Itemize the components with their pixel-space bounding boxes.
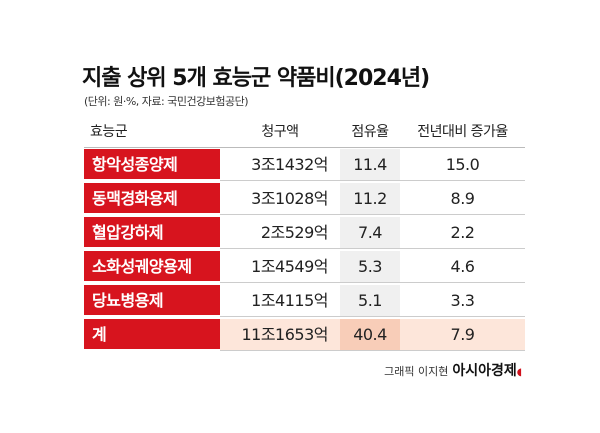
title: 지출 상위 5개 효능군 약품비(2024년) bbox=[82, 66, 430, 91]
cell: 5.1 bbox=[340, 285, 400, 317]
cell: 4.6 bbox=[400, 251, 525, 283]
row-label: 항악성종양제 bbox=[84, 149, 220, 181]
column-header: 전년대비 증가율 bbox=[400, 116, 525, 148]
cell: 15.0 bbox=[400, 149, 525, 181]
total-cell: 7.9 bbox=[400, 319, 525, 351]
row-label: 소화성궤양용제 bbox=[84, 251, 220, 283]
cell: 2조529억 bbox=[220, 217, 340, 249]
cell: 3조1432억 bbox=[220, 149, 340, 181]
cell: 2.2 bbox=[400, 217, 525, 249]
cell: 11.4 bbox=[340, 149, 400, 181]
row-label: 당뇨병용제 bbox=[84, 285, 220, 317]
total-cell: 40.4 bbox=[340, 319, 400, 351]
cell: 3.3 bbox=[400, 285, 525, 317]
row-label: 혈압강하제 bbox=[84, 217, 220, 249]
column-header: 효능군 bbox=[84, 116, 220, 148]
logo-mark: ◖ bbox=[516, 367, 522, 378]
cell: 7.4 bbox=[340, 217, 400, 249]
column-header: 점유율 bbox=[340, 116, 400, 148]
total-cell: 11조1653억 bbox=[220, 319, 340, 351]
total-label: 계 bbox=[84, 319, 220, 351]
cell: 8.9 bbox=[400, 183, 525, 215]
graphic-credit: 그래픽 이지현 bbox=[384, 365, 449, 378]
cell: 3조1028억 bbox=[220, 183, 340, 215]
cell: 1조4549억 bbox=[220, 251, 340, 283]
subtitle: (단위: 원·%, 자료: 국민건강보험공단) bbox=[84, 95, 249, 108]
source-logo: 아시아경제 bbox=[452, 363, 517, 379]
cell: 11.2 bbox=[340, 183, 400, 215]
column-header: 청구액 bbox=[220, 116, 340, 148]
row-label: 동맥경화용제 bbox=[84, 183, 220, 215]
cell: 1조4115억 bbox=[220, 285, 340, 317]
cell: 5.3 bbox=[340, 251, 400, 283]
credit: 그래픽 이지현 아시아경제◖ bbox=[384, 360, 522, 380]
